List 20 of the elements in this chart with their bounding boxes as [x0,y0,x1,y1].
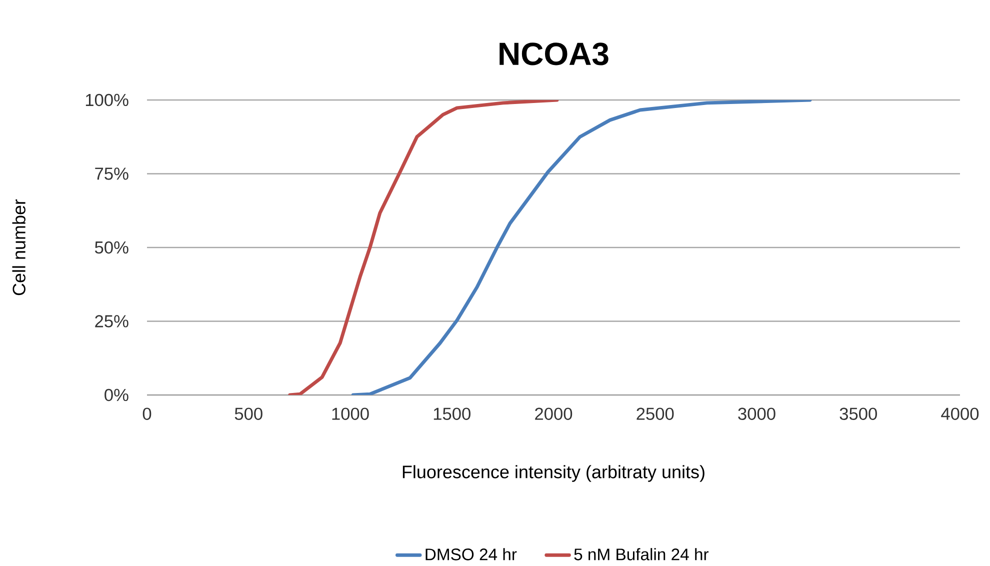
y-tick-label: 50% [94,241,128,254]
legend-label: DMSO 24 hr [426,548,517,560]
legend-label: 5 nM Bufalin 24 hr [574,548,709,560]
x-axis-title: Fluorescence intensity (arbitraty units) [402,465,704,482]
x-tick-label: 2500 [636,408,674,420]
line-series [351,100,812,395]
x-tick-label: 3500 [840,408,877,420]
y-axis-title: Cell number [12,199,26,296]
y-tick-label: 75% [95,168,128,180]
x-tick-label: 0 [142,408,152,420]
x-tick-label: 4000 [941,408,979,420]
x-tick-label: 1000 [332,408,369,420]
chart-title: NCOA3 [500,42,608,66]
x-tick-label: 500 [234,408,262,420]
x-tick-label: 1500 [434,408,470,420]
y-tick-label: 0% [104,388,128,402]
x-tick-label: 3000 [738,408,776,420]
y-tick-label: 100% [86,94,128,106]
x-tick-label: 2000 [535,408,572,420]
y-tick-label: 25% [95,315,128,328]
